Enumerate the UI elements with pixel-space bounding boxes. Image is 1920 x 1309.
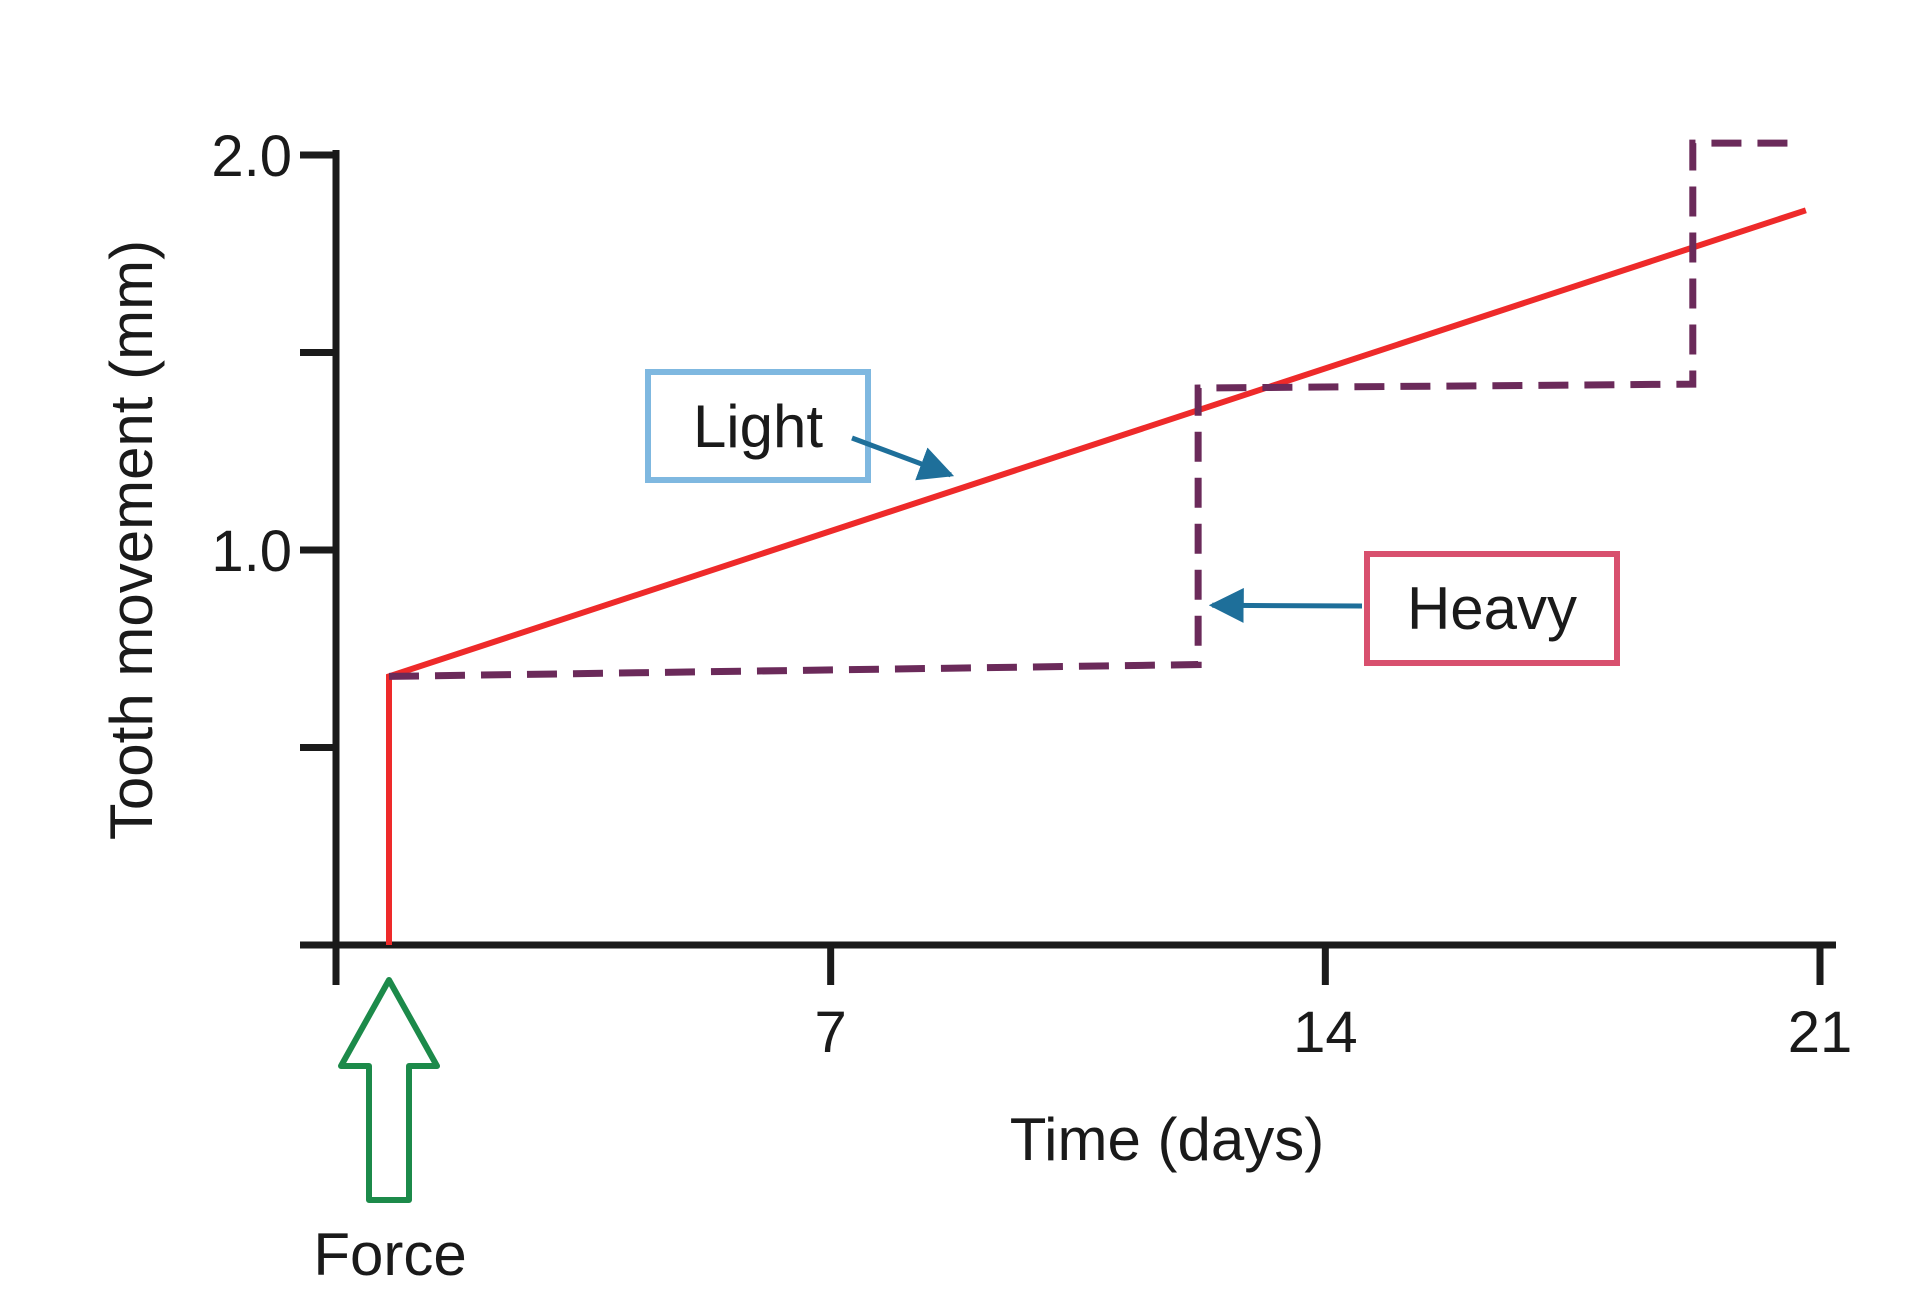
- y-axis-ticks: 1.0 2.0: [211, 124, 336, 751]
- heavy-label: Heavy: [1407, 575, 1577, 642]
- light-pointer-arrow: [851, 435, 955, 481]
- x-axis-title: Time (days): [1010, 1106, 1324, 1173]
- x-tick-label: 21: [1788, 1000, 1853, 1065]
- force-label: Force: [313, 1221, 466, 1288]
- y-axis-title: Tooth movement (mm): [98, 240, 165, 840]
- y-tick-label: 2.0: [211, 124, 292, 189]
- x-tick-label: 14: [1293, 1000, 1358, 1065]
- heavy-label-box: [1364, 551, 1620, 666]
- x-axis-ticks: 7 14 21: [332, 945, 1853, 1065]
- heavy-pointer-arrow: [1208, 587, 1363, 623]
- force-arrow-icon: [338, 977, 440, 1203]
- y-tick-label: 1.0: [211, 519, 292, 584]
- x-tick-label: 7: [815, 1000, 847, 1065]
- light-label: Light: [693, 393, 823, 460]
- light-label-box: [645, 369, 871, 483]
- series-group: [386, 139, 1807, 945]
